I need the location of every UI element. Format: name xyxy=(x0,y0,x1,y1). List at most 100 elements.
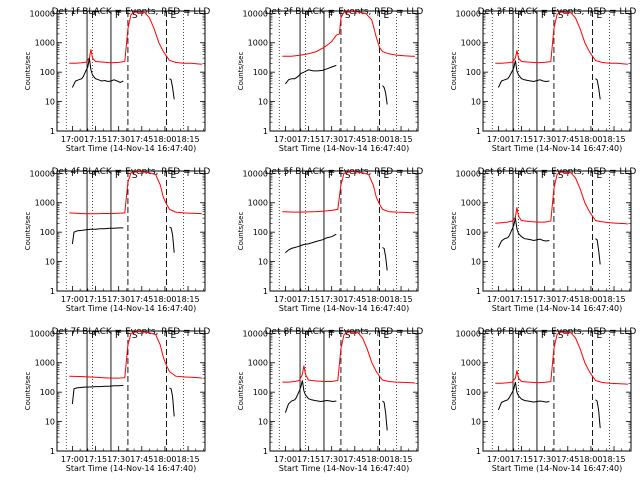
panel-title: Det 5f BLACK = Events, RED = LLD xyxy=(265,167,424,177)
event-marker-label: E xyxy=(596,11,602,21)
y-tick-label: 10 xyxy=(258,98,268,107)
x-tick-label: 18:00 xyxy=(579,295,602,304)
x-tick-label: 17:30 xyxy=(533,135,556,144)
x-tick-label: 18:15 xyxy=(390,135,413,144)
lld-rate-line xyxy=(495,11,628,65)
x-tick-label: 18:00 xyxy=(153,295,176,304)
x-tick-label: 18:15 xyxy=(603,135,626,144)
y-axis-label: Counts/sec xyxy=(24,212,32,251)
detector-panel: Det 6f BLACK = Events, RED = LLD 1 10 100 10… xyxy=(450,167,636,313)
y-tick-label: 1 xyxy=(476,287,481,296)
plot-frame xyxy=(482,330,632,452)
lld-rate-line xyxy=(282,331,415,384)
event-marker-label: S xyxy=(558,171,564,181)
series-group xyxy=(495,171,628,265)
x-tick-label: 17:15 xyxy=(510,455,533,464)
x-axis-label: Start Time (14-Nov-14 16:47:40) xyxy=(66,144,196,153)
x-tick-label: 17:00 xyxy=(274,295,297,304)
event-rate-line xyxy=(169,226,175,253)
event-marker-label: S xyxy=(345,331,351,341)
x-tick-label: 17:15 xyxy=(84,135,107,144)
y-tick-label: 1000 xyxy=(35,39,55,48)
y-axis: 1 10 100 1000 10000 xyxy=(243,169,418,296)
event-marker-label: F xyxy=(304,171,309,181)
event-rate-line xyxy=(595,399,601,429)
event-marker-label: F xyxy=(115,11,120,21)
y-axis-label: Counts/sec xyxy=(450,372,458,411)
y-tick-label: 1000 xyxy=(248,39,268,48)
panel-title: Det 1f BLACK = Events, RED = LLD xyxy=(52,7,211,17)
x-axis-label: Start Time (14-Nov-14 16:47:40) xyxy=(492,464,622,473)
event-rate-line xyxy=(382,85,388,105)
y-tick-label: 100 xyxy=(466,388,481,397)
y-tick-label: 1 xyxy=(476,127,481,136)
y-tick-label: 10000 xyxy=(243,329,268,338)
plot-frame xyxy=(482,170,632,292)
event-marker-label: F xyxy=(541,331,546,341)
x-tick-label: 18:15 xyxy=(603,455,626,464)
x-tick-label: 18:15 xyxy=(603,295,626,304)
x-tick-label: 18:00 xyxy=(579,455,602,464)
lld-rate-line xyxy=(495,331,628,385)
event-marker-label: F xyxy=(541,171,546,181)
detector-panel: Det 3f BLACK = Events, RED = LLD 1 10 100 10… xyxy=(450,7,636,153)
event-rate-line xyxy=(285,233,337,254)
panel-title: Det 7f BLACK = Events, RED = LLD xyxy=(52,327,211,337)
event-marker-label: F xyxy=(328,331,333,341)
x-tick-label: 17:45 xyxy=(343,135,366,144)
y-axis: 1 10 100 1000 10000 xyxy=(243,9,418,136)
detector-panel: Det 4f BLACK = Events, RED = LLD 1 10 100 10… xyxy=(24,167,210,313)
event-marker-label: E xyxy=(383,331,389,341)
y-tick-label: 100 xyxy=(253,228,268,237)
x-tick-label: 17:15 xyxy=(510,135,533,144)
panel-title: Det 9f BLACK = Events, RED = LLD xyxy=(478,327,637,337)
y-axis: 1 10 100 1000 10000 xyxy=(456,169,631,296)
event-marker-label: F xyxy=(304,11,309,21)
x-axis: 17:00 17:15 17:30 17:45 18:00 18:15 xyxy=(274,331,417,464)
series-group xyxy=(282,331,415,431)
x-tick-label: 18:15 xyxy=(177,295,200,304)
event-marker-label: E xyxy=(170,331,176,341)
lld-rate-line xyxy=(69,171,202,215)
panel-title: Det 4f BLACK = Events, RED = LLD xyxy=(52,167,211,177)
event-rate-line xyxy=(595,78,601,100)
y-tick-label: 100 xyxy=(40,68,55,77)
x-axis-label: Start Time (14-Nov-14 16:47:40) xyxy=(492,144,622,153)
x-tick-label: 17:00 xyxy=(274,135,297,144)
x-axis: 17:00 17:15 17:30 17:45 18:00 18:15 xyxy=(487,11,630,144)
event-marker-label: F xyxy=(328,171,333,181)
y-tick-label: 1 xyxy=(50,447,55,456)
y-tick-label: 10 xyxy=(471,258,481,267)
y-tick-label: 100 xyxy=(466,68,481,77)
event-marker-label: F xyxy=(517,171,522,181)
y-tick-label: 10000 xyxy=(456,329,481,338)
series-group xyxy=(69,331,202,417)
panel-title: Det 6f BLACK = Events, RED = LLD xyxy=(478,167,637,177)
y-tick-label: 10000 xyxy=(456,169,481,178)
series-group xyxy=(282,171,415,271)
y-tick-label: 1000 xyxy=(35,359,55,368)
x-axis-label: Start Time (14-Nov-14 16:47:40) xyxy=(279,464,409,473)
x-tick-label: 18:00 xyxy=(366,135,389,144)
x-axis: 17:00 17:15 17:30 17:45 18:00 18:15 xyxy=(274,11,417,144)
x-axis-label: Start Time (14-Nov-14 16:47:40) xyxy=(279,144,409,153)
y-axis-label: Counts/sec xyxy=(237,372,245,411)
y-tick-label: 1 xyxy=(263,447,268,456)
x-tick-label: 17:45 xyxy=(343,295,366,304)
lld-rate-line xyxy=(69,11,202,65)
event-rate-line xyxy=(382,247,388,271)
y-tick-label: 1 xyxy=(263,287,268,296)
series-group xyxy=(69,171,202,253)
event-marker-label: F xyxy=(328,11,333,21)
y-tick-label: 1000 xyxy=(461,359,481,368)
y-tick-label: 1 xyxy=(50,287,55,296)
x-tick-label: 17:45 xyxy=(556,135,579,144)
x-tick-label: 17:30 xyxy=(320,135,343,144)
x-tick-label: 17:00 xyxy=(274,455,297,464)
y-tick-label: 1000 xyxy=(461,199,481,208)
event-marker-label: F xyxy=(115,171,120,181)
y-tick-label: 10000 xyxy=(30,9,55,18)
y-axis: 1 10 100 1000 10000 xyxy=(243,329,418,456)
series-group xyxy=(282,11,415,105)
